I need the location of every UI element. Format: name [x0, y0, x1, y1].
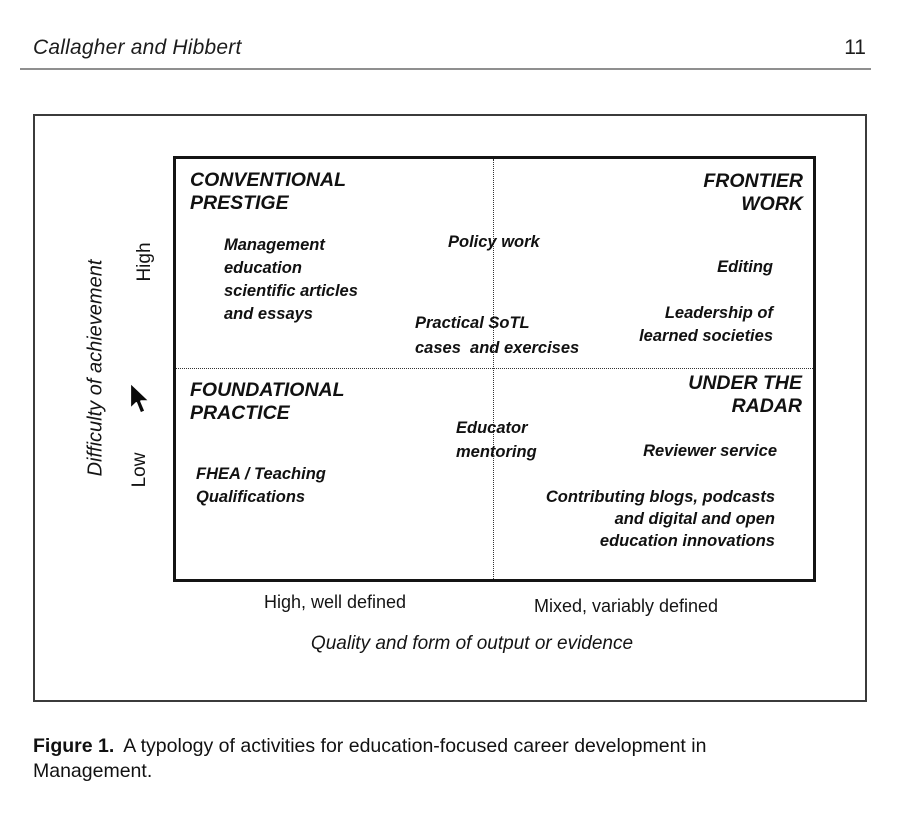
mouse-cursor-icon — [129, 381, 151, 415]
item-management-education: Management education scientific articles… — [224, 236, 358, 323]
item-contributing-blogs: Contributing blogs, podcasts and digital… — [545, 488, 775, 550]
page-number: 11 — [844, 36, 866, 59]
vertical-divider-dotted — [493, 159, 494, 579]
figure-caption-text: A typology of activities for education-f… — [33, 735, 707, 782]
item-leadership-learned-societies: Leadership of learned societies — [639, 304, 773, 345]
x-axis-left-label: High, well defined — [263, 592, 407, 612]
y-axis-high-label: High — [134, 242, 155, 282]
quadrant-chart — [173, 156, 816, 582]
item-educator-mentoring: Educator mentoring — [456, 419, 537, 461]
item-fhea-teaching-qualifications: FHEA / Teaching Qualifications — [196, 465, 326, 506]
x-axis-title: Quality and form of output or evidence — [310, 633, 634, 654]
item-editing: Editing — [717, 258, 773, 276]
header-rule — [20, 68, 871, 70]
item-reviewer-service: Reviewer service — [643, 442, 777, 460]
y-axis-low-label: Low — [129, 452, 150, 488]
item-practical-sotl: Practical SoTL cases and exercises — [415, 314, 580, 357]
quadrant-title-under-the-radar: UNDER THE RADAR — [688, 372, 802, 417]
x-axis-right-label: Mixed, variably defined — [533, 596, 719, 616]
figure-caption-label: Figure 1. — [33, 735, 115, 757]
quadrant-title-frontier-work: FRONTIER WORK — [703, 170, 803, 215]
quadrant-title-foundational-practice: FOUNDATIONAL PRACTICE — [190, 379, 345, 424]
item-policy-work: Policy work — [448, 233, 540, 251]
running-head: Callagher and Hibbert — [33, 36, 242, 59]
quadrant-title-conventional-prestige: CONVENTIONAL PRESTIGE — [190, 169, 346, 214]
figure-caption: Figure 1. A typology of activities for ed… — [33, 734, 793, 784]
horizontal-divider-dotted — [176, 368, 813, 369]
y-axis-title: Difficulty of achievement — [84, 259, 107, 477]
